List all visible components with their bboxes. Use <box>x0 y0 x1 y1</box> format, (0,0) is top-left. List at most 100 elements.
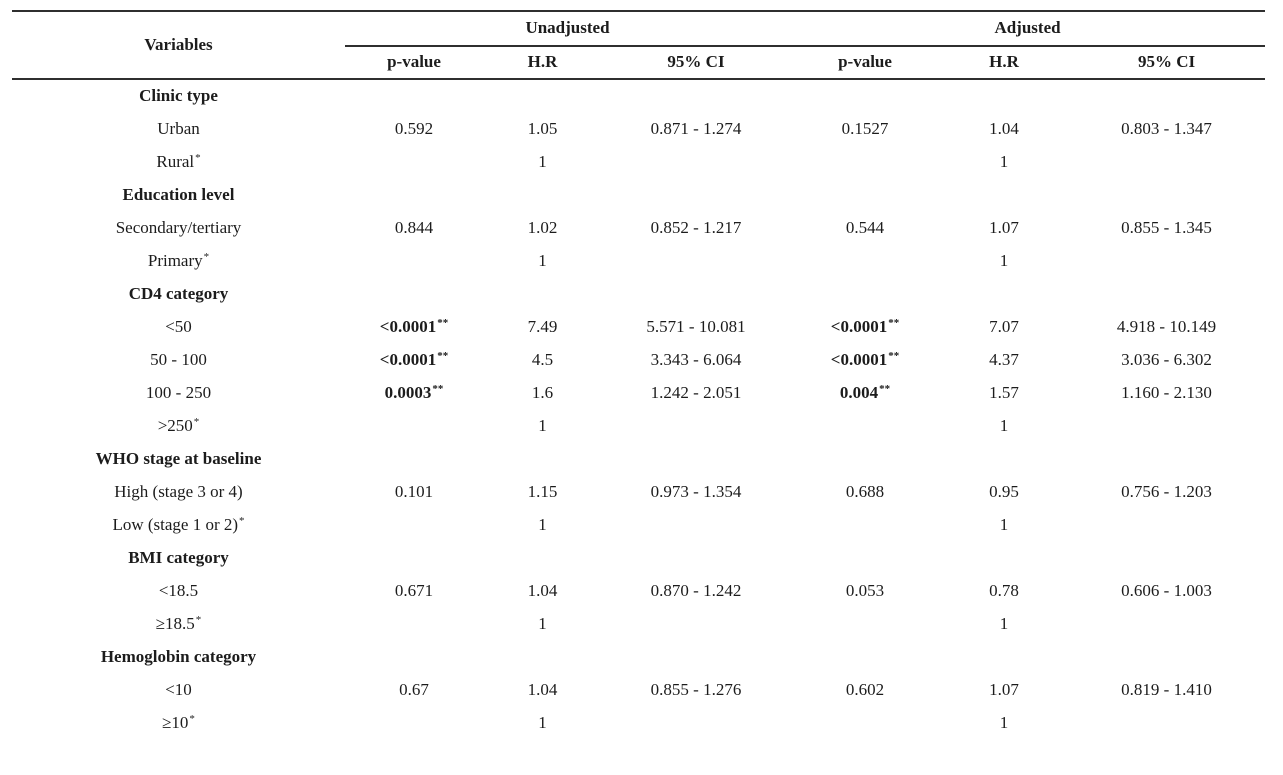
variable-item-label: Rural* <box>156 151 201 172</box>
unadjusted-p-value-cell: <0.0001** <box>379 349 449 370</box>
unadjusted-hazard-ratio-cell: 1 <box>538 713 547 733</box>
unadjusted-hazard-ratio-cell: 1 <box>538 614 547 634</box>
table-row: Primary* 1 1 <box>12 245 1265 278</box>
reference-marker: * <box>203 250 210 263</box>
variable-group-label: WHO stage at baseline <box>95 449 262 469</box>
adjusted-hazard-ratio-cell: 1 <box>999 614 1009 634</box>
unadjusted-hazard-ratio-cell: 1.04 <box>527 581 558 601</box>
significance-marker: ** <box>437 349 449 362</box>
unadjusted-ci-cell <box>602 410 790 443</box>
empty-cell <box>790 79 940 113</box>
adjusted-p-value-cell <box>790 707 940 740</box>
unadjusted-hazard-ratio-cell: 1.15 <box>527 482 558 502</box>
unadjusted-ci-cell <box>602 707 790 740</box>
table-header: Variables Unadjusted Adjusted p-value H.… <box>12 11 1266 80</box>
adjusted-p-value-cell: 0.053 <box>845 581 885 601</box>
unadjusted-hazard-ratio-cell: 1 <box>538 515 547 535</box>
adjusted-p-value-cell: 0.544 <box>845 218 885 238</box>
empty-cell <box>940 179 1068 212</box>
significance-marker: ** <box>437 316 449 329</box>
empty-cell <box>602 278 790 311</box>
variable-item-label: ≥18.5* <box>155 613 202 634</box>
unadjusted-ci-cell <box>602 608 790 641</box>
unadjusted-hazard-ratio-cell: 1.05 <box>527 119 558 139</box>
empty-cell <box>940 641 1068 674</box>
table-row: ≥10* 1 1 <box>12 707 1265 740</box>
empty-cell <box>940 542 1068 575</box>
adjusted-ci-cell: 0.819 - 1.410 <box>1121 680 1212 700</box>
adjusted-ci-cell: 4.918 - 10.149 <box>1116 317 1217 337</box>
column-header-adjusted-hazard-ratio: H.R <box>940 46 1068 80</box>
unadjusted-p-value-cell <box>345 245 483 278</box>
variable-group-label: Clinic type <box>139 86 218 106</box>
empty-cell <box>1068 641 1265 674</box>
regression-results-table: Variables Unadjusted Adjusted p-value H.… <box>12 10 1266 740</box>
table-row: <18.5 0.671 1.04 0.870 - 1.242 0.053 0.78 0.60… <box>12 575 1265 608</box>
table-row: >250* 1 1 <box>12 410 1265 443</box>
unadjusted-p-value-cell <box>345 608 483 641</box>
variable-item-label: 50 - 100 <box>150 350 207 370</box>
adjusted-p-value-cell <box>790 608 940 641</box>
empty-cell <box>602 79 790 113</box>
adjusted-p-value-cell: <0.0001** <box>830 316 900 337</box>
adjusted-ci-cell: 3.036 - 6.302 <box>1121 350 1212 370</box>
adjusted-ci-cell: 1.160 - 2.130 <box>1121 383 1212 403</box>
adjusted-p-value-cell: 0.602 <box>845 680 885 700</box>
adjusted-hazard-ratio-cell: 1.07 <box>989 218 1019 238</box>
empty-cell <box>345 443 483 476</box>
adjusted-hazard-ratio-cell: 0.78 <box>989 581 1019 601</box>
unadjusted-ci-cell: 0.870 - 1.242 <box>650 581 742 601</box>
reference-marker: * <box>239 514 245 527</box>
adjusted-hazard-ratio-cell: 1 <box>999 416 1009 436</box>
table-row: <10 0.67 1.04 0.855 - 1.276 0.602 1.07 0.819 -… <box>12 674 1265 707</box>
unadjusted-ci-cell <box>602 245 790 278</box>
unadjusted-ci-cell <box>602 146 790 179</box>
table-row: ≥18.5* 1 1 <box>12 608 1265 641</box>
table-body: Clinic type Urban 0.592 1.05 0.871 - 1.274 0.… <box>12 79 1265 740</box>
empty-cell <box>1068 278 1265 311</box>
unadjusted-p-value-cell: 0.844 <box>394 218 434 238</box>
empty-cell <box>345 79 483 113</box>
adjusted-hazard-ratio-cell: 1 <box>999 251 1009 271</box>
table-row: Secondary/tertiary 0.844 1.02 0.852 - 1.217… <box>12 212 1265 245</box>
table-row: <50 <0.0001** 7.49 5.571 - 10.081 <0.0001** 7… <box>12 311 1265 344</box>
empty-cell <box>790 443 940 476</box>
adjusted-p-value-cell: <0.0001** <box>830 349 900 370</box>
significance-marker: ** <box>432 382 444 395</box>
unadjusted-hazard-ratio-cell: 4.5 <box>531 350 554 370</box>
unadjusted-ci-cell: 0.973 - 1.354 <box>650 482 742 502</box>
variable-group-row: Education level <box>12 179 1265 212</box>
unadjusted-hazard-ratio-cell: 1 <box>538 152 547 172</box>
unadjusted-p-value-cell: <0.0001** <box>379 316 449 337</box>
empty-cell <box>345 641 483 674</box>
variable-group-label: BMI category <box>128 548 229 568</box>
adjusted-hazard-ratio-cell: 1 <box>999 515 1009 535</box>
empty-cell <box>483 443 602 476</box>
variable-group-row: CD4 category <box>12 278 1265 311</box>
variable-item-label: Secondary/tertiary <box>115 218 242 238</box>
variable-group-row: BMI category <box>12 542 1265 575</box>
table-row: 50 - 100 <0.0001** 4.5 3.343 - 6.064 <0.0001… <box>12 344 1265 377</box>
sub-header-row: p-value H.R 95% CI p-value H.R 95% CI <box>12 46 1266 80</box>
adjusted-ci-cell: 0.756 - 1.203 <box>1121 482 1212 502</box>
unadjusted-p-value-cell <box>345 410 483 443</box>
variable-item-label: ≥10* <box>162 712 195 733</box>
unadjusted-p-value-cell <box>345 509 483 542</box>
adjusted-ci-cell <box>1068 509 1265 542</box>
variable-item-label: Urban <box>157 119 200 139</box>
adjusted-hazard-ratio-cell: 1.04 <box>989 119 1019 139</box>
empty-cell <box>1068 443 1265 476</box>
empty-cell <box>602 542 790 575</box>
empty-cell <box>345 542 483 575</box>
variable-item-label: Low (stage 1 or 2)* <box>112 514 245 535</box>
empty-cell <box>483 278 602 311</box>
reference-marker: * <box>193 415 200 428</box>
unadjusted-p-value-cell: 0.101 <box>394 482 434 502</box>
empty-cell <box>790 641 940 674</box>
adjusted-ci-cell <box>1068 410 1265 443</box>
unadjusted-p-value-cell: 0.0003** <box>384 382 444 403</box>
table-row: High (stage 3 or 4) 0.101 1.15 0.973 - 1.35… <box>12 476 1265 509</box>
variable-group-row: WHO stage at baseline <box>12 443 1265 476</box>
column-header-unadjusted-hazard-ratio: H.R <box>483 46 602 80</box>
